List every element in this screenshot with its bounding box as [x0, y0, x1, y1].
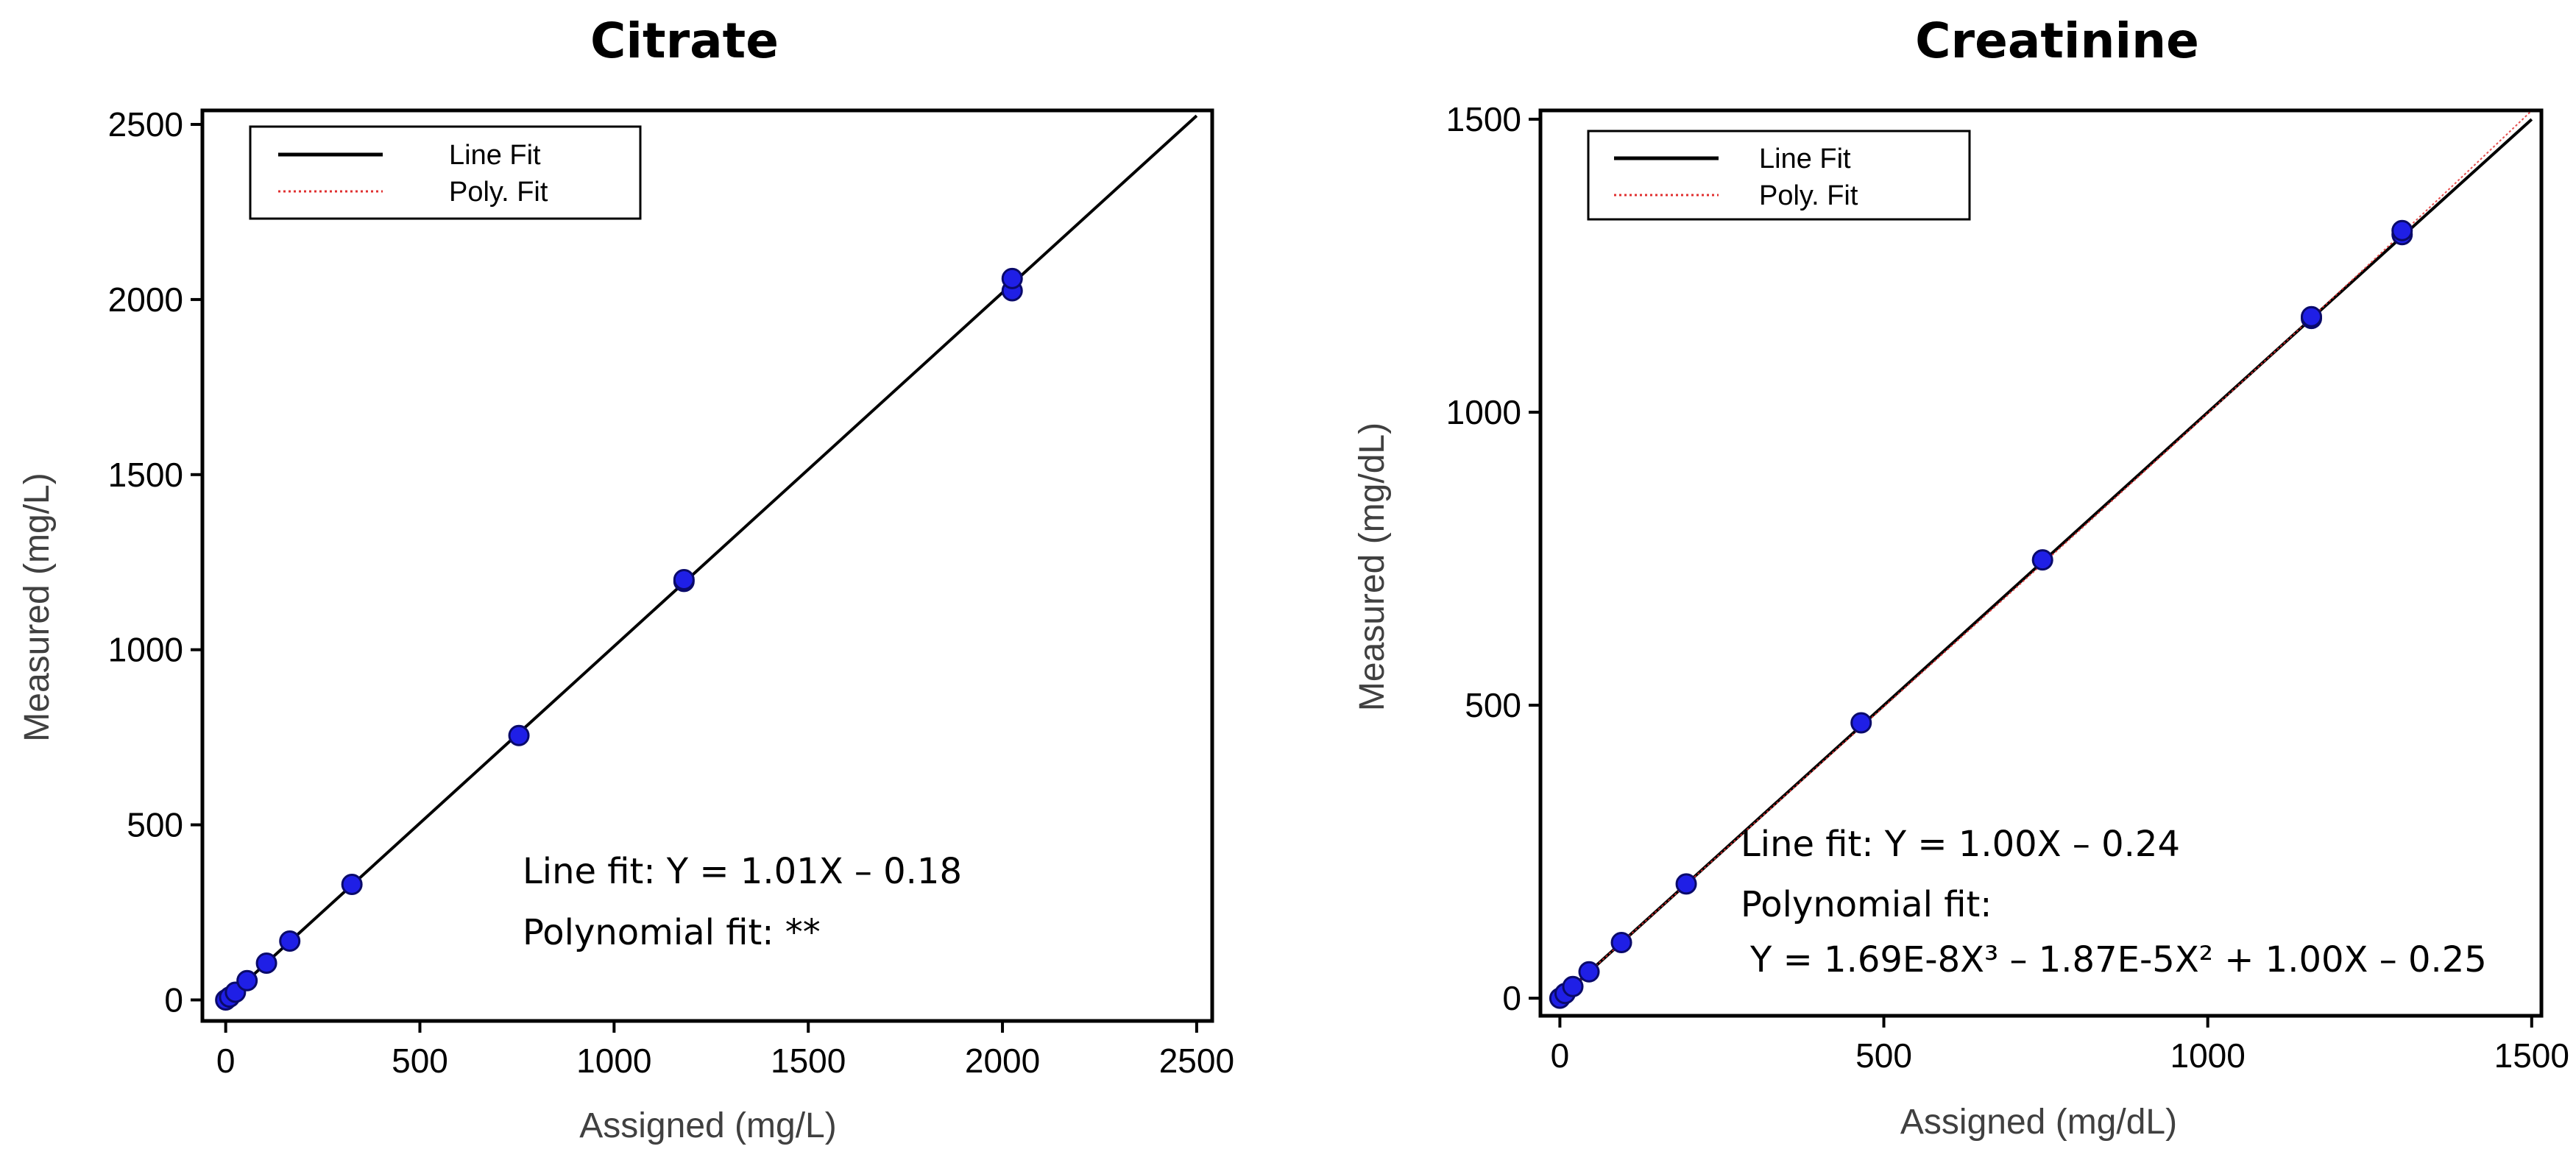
plot-frame — [200, 108, 1214, 1023]
creatinine-panel: Creatinine Assigned (mg/dL) Measured (mg… — [1353, 13, 2569, 1142]
y-tick-label: 2500 — [108, 105, 183, 144]
ticks: 0 500 1000 1500 0 500 1000 1500 — [1446, 100, 2569, 1075]
x-tick-label: 2500 — [1159, 1042, 1234, 1080]
data-point — [2391, 219, 2413, 241]
x-tick-label: 0 — [1551, 1036, 1570, 1075]
data-point — [1001, 267, 1023, 289]
data-points — [215, 267, 1023, 1011]
y-axis-label: Measured (mg/L) — [18, 473, 57, 741]
data-point — [341, 873, 363, 895]
citrate-panel: Citrate Assigned (mg/L) Measured (mg/L) … — [18, 13, 1234, 1145]
x-tick-label: 1000 — [2170, 1036, 2245, 1075]
x-tick-label: 1000 — [576, 1042, 651, 1080]
y-tick-label: 2000 — [108, 280, 183, 319]
data-point — [1675, 873, 1697, 895]
x-axis-label: Assigned (mg/L) — [579, 1106, 836, 1145]
y-axis-label: Measured (mg/dL) — [1353, 423, 1392, 711]
data-point — [2031, 549, 2053, 571]
x-axis-label: Assigned (mg/dL) — [1900, 1103, 2177, 1142]
legend: Line Fit Poly. Fit — [249, 125, 642, 220]
x-tick-label: 1500 — [2494, 1036, 2569, 1075]
legend-poly-fit-label: Poly. Fit — [449, 177, 548, 208]
y-tick-label: 1500 — [1446, 100, 1521, 138]
x-tick-label: 500 — [392, 1042, 448, 1080]
legend: Line Fit Poly. Fit — [1587, 130, 1971, 221]
x-tick-label: 0 — [216, 1042, 236, 1080]
data-point — [508, 724, 530, 746]
chart-title: Citrate — [590, 13, 779, 69]
data-point — [1610, 931, 1632, 953]
data-point — [279, 930, 301, 952]
data-point — [236, 969, 258, 991]
legend-line-fit-label: Line Fit — [1759, 144, 1851, 174]
data-point — [1850, 712, 1872, 734]
polynomial-fit-equation: Polynomial fit: ** — [523, 912, 821, 953]
fit-lines — [224, 114, 1198, 1002]
data-point — [2301, 305, 2323, 328]
line-fit-equation: Line fit: Y = 1.01X – 0.18 — [523, 851, 962, 892]
x-tick-label: 2000 — [965, 1042, 1040, 1080]
y-tick-label: 0 — [164, 980, 183, 1019]
y-tick-label: 500 — [1465, 686, 1521, 724]
plot-frame — [1538, 108, 2544, 1018]
data-point — [1562, 975, 1584, 997]
legend-line-fit-label: Line Fit — [449, 140, 541, 171]
data-point — [1578, 961, 1600, 983]
y-tick-label: 0 — [1502, 979, 1521, 1017]
line-fit-equation: Line fit: Y = 1.00X – 0.24 — [1741, 824, 2180, 865]
line-fit — [224, 114, 1198, 1002]
data-point — [673, 569, 695, 591]
chart-title: Creatinine — [1915, 13, 2199, 69]
y-tick-label: 1500 — [108, 456, 183, 494]
data-point — [255, 952, 277, 974]
data-points — [1549, 219, 2413, 1009]
x-tick-label: 500 — [1855, 1036, 1912, 1075]
y-tick-label: 1000 — [1446, 393, 1521, 431]
polynomial-fit-equation: Y = 1.69E-8X³ – 1.87E-5X² + 1.00X – 0.25 — [1749, 939, 2487, 980]
y-tick-label: 1000 — [108, 631, 183, 669]
ticks: 0 500 1000 1500 2000 2500 0 500 1000 1500 2000 2500 — [108, 105, 1234, 1080]
polynomial-fit-label: Polynomial fit: — [1741, 884, 1992, 925]
legend-box — [249, 125, 642, 220]
legend-poly-fit-label: Poly. Fit — [1759, 180, 1858, 211]
legend-box — [1587, 130, 1971, 221]
y-tick-label: 500 — [127, 806, 183, 844]
x-tick-label: 1500 — [771, 1042, 846, 1080]
